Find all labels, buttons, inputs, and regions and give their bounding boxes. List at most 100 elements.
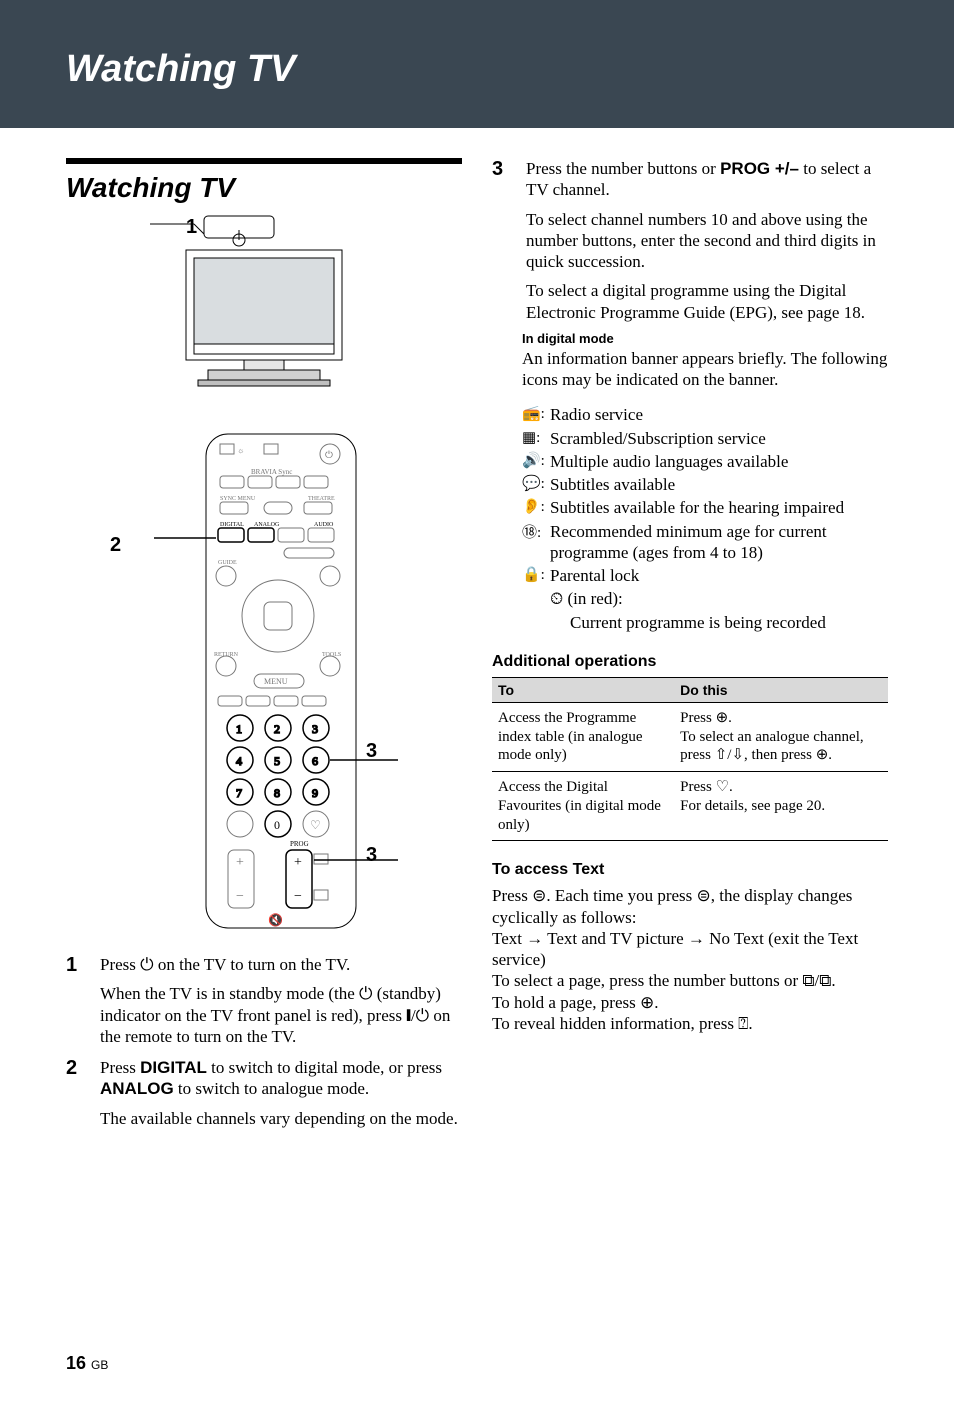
header-band: Watching TV: [0, 0, 954, 128]
additional-ops-heading: Additional operations: [492, 653, 888, 671]
icon-row: 👂:Subtitles available for the hearing im…: [522, 497, 888, 518]
lock-icon: 🔒:: [522, 565, 550, 586]
svg-text:9: 9: [312, 786, 318, 800]
icon-text: Radio service: [550, 404, 888, 425]
svg-text:☼: ☼: [237, 446, 244, 455]
tv-svg: [144, 210, 384, 420]
callout-1: 1: [186, 216, 197, 239]
text-p1: Press ⊜. Each time you press ⊜, the disp…: [492, 885, 888, 928]
text-block: Press ⊜. Each time you press ⊜, the disp…: [492, 885, 888, 1034]
step-3-num: 3: [492, 158, 522, 181]
svg-text:4: 4: [236, 754, 242, 768]
chapter-title: Watching TV: [66, 48, 295, 91]
page-number: 16: [66, 1353, 86, 1373]
step-3-line1a: Press the number buttons or: [526, 159, 720, 178]
step-2-num: 2: [66, 1057, 96, 1080]
svg-text:RETURN: RETURN: [214, 652, 239, 658]
svg-text:0: 0: [274, 818, 280, 832]
text-p5: To reveal hidden information, press ⍰.: [492, 1013, 888, 1034]
step-3-line3: To select a digital programme using the …: [526, 280, 886, 323]
svg-text:2: 2: [274, 722, 280, 736]
right-column: 3 Press the number buttons or PROG +/– t…: [492, 158, 888, 1129]
svg-text:1: 1: [236, 722, 242, 736]
step-2: 2 Press DIGITAL to switch to digital mod…: [66, 1057, 462, 1129]
icon-text: Subtitles available: [550, 474, 888, 495]
icon-row: 🔒:Parental lock: [522, 565, 888, 586]
ops-row: Access the Programme index table (in ana…: [492, 702, 888, 771]
ops-head-to: To: [492, 677, 674, 702]
icon-row: Current programme is being recorded: [522, 612, 888, 633]
svg-text:SYNC MENU: SYNC MENU: [220, 496, 256, 502]
svg-text:5: 5: [274, 754, 280, 768]
step-2-body: Press DIGITAL to switch to digital mode,…: [100, 1057, 460, 1129]
icon-row: ▦:Scrambled/Subscription service: [522, 428, 888, 449]
step-2-line2: The available channels vary depending on…: [100, 1108, 460, 1129]
digital-mode-heading: In digital mode: [522, 331, 888, 346]
ops-header-row: To Do this: [492, 677, 888, 702]
access-text-heading: To access Text: [492, 861, 888, 879]
callout-2: 2: [110, 534, 121, 557]
icon-row: 📻:Radio service: [522, 404, 888, 425]
icon-list: 📻:Radio service ▦:Scrambled/Subscription…: [522, 404, 888, 633]
analog-label: ANALOG: [100, 1079, 174, 1098]
svg-text:6: 6: [312, 754, 318, 768]
svg-text:AUDIO: AUDIO: [314, 522, 334, 528]
icon-text: Scrambled/Subscription service: [550, 428, 888, 449]
icon-text: Parental lock: [550, 565, 888, 586]
icon-row: 💬:Subtitles available: [522, 474, 888, 495]
step-2-line1a: Press: [100, 1058, 140, 1077]
step-3-line2: To select channel numbers 10 and above u…: [526, 209, 886, 273]
age-icon: ⑱:: [522, 521, 550, 564]
text-p2: Text → Text and TV picture → No Text (ex…: [492, 928, 888, 971]
prog-label: PROG +/–: [720, 159, 799, 178]
callout-3a: 3: [366, 740, 377, 763]
svg-text:3: 3: [312, 722, 318, 736]
svg-text:BRAVIA Sync: BRAVIA Sync: [251, 468, 292, 476]
step-1-line1: Press ⏻ on the TV to turn on the TV.: [100, 955, 350, 974]
icon-row: ⏲ (in red):: [522, 588, 888, 609]
page-footer: 16 GB: [66, 1353, 108, 1374]
digital-label: DIGITAL: [140, 1058, 207, 1077]
radio-icon: 📻:: [522, 404, 550, 425]
step-3: 3 Press the number buttons or PROG +/– t…: [492, 158, 888, 323]
icon-row: 🔊:Multiple audio languages available: [522, 451, 888, 472]
remote-svg: ☼ ⏻ BRAVIA Sync SYNC MENU THEATRE DIGITA…: [124, 430, 404, 940]
ops-to: Access the Digital Favourites (in digita…: [492, 772, 674, 841]
svg-text:🔇: 🔇: [268, 913, 283, 927]
step-1-num: 1: [66, 954, 96, 977]
svg-text:DIGITAL: DIGITAL: [220, 522, 244, 528]
clock-icon: [522, 588, 550, 609]
left-column: Watching TV 1 2 3 3: [66, 158, 462, 1129]
svg-text:MENU: MENU: [264, 677, 288, 686]
svg-text:−: −: [294, 889, 302, 904]
clock-text: Current programme is being recorded: [550, 612, 888, 633]
hearing-icon: 👂:: [522, 497, 550, 518]
svg-text:+: +: [294, 855, 302, 870]
step-2-line1b: to switch to digital mode, or press: [207, 1058, 442, 1077]
svg-text:GUIDE: GUIDE: [218, 560, 237, 566]
section-title: Watching TV: [66, 172, 462, 204]
icon-text: Multiple audio languages available: [550, 451, 888, 472]
svg-text:THEATRE: THEATRE: [308, 496, 335, 502]
ops-row: Access the Digital Favourites (in digita…: [492, 772, 888, 841]
svg-text:ANALOG: ANALOG: [254, 522, 280, 528]
icon-text: Subtitles available for the hearing impa…: [550, 497, 888, 518]
step-3-line4: An information banner appears briefly. T…: [522, 348, 888, 391]
step-1-body: Press ⏻ on the TV to turn on the TV. Whe…: [100, 954, 460, 1047]
remote-illustration: 2 3 3 ☼ ⏻ BRAVIA Sync SYNC MENU THEATRE: [66, 430, 462, 950]
page-gb: GB: [91, 1358, 108, 1372]
ops-table: To Do this Access the Programme index ta…: [492, 677, 888, 842]
svg-text:8: 8: [274, 786, 280, 800]
svg-text:7: 7: [236, 786, 242, 800]
ops-to: Access the Programme index table (in ana…: [492, 702, 674, 771]
section-rule: [66, 158, 462, 164]
scrambled-icon: ▦:: [522, 428, 550, 449]
tv-illustration: 1: [66, 210, 462, 430]
ops-do: Press ♡. For details, see page 20.: [674, 772, 888, 841]
ops-head-do: Do this: [674, 677, 888, 702]
step-1-line2: When the TV is in standby mode (the ⏻ (s…: [100, 983, 460, 1047]
step-3-body: Press the number buttons or PROG +/– to …: [526, 158, 886, 323]
step-1: 1 Press ⏻ on the TV to turn on the TV. W…: [66, 954, 462, 1047]
callout-3b: 3: [366, 844, 377, 867]
audio-icon: 🔊:: [522, 451, 550, 472]
